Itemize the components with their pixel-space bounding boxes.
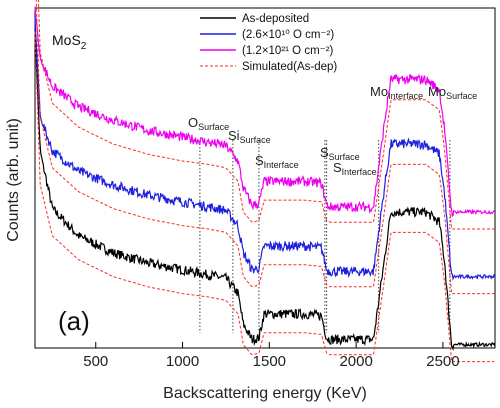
x-tick-label: 2500 (426, 353, 459, 370)
annotation-label: SInterface (333, 160, 377, 177)
annotation-label: SInterface (255, 153, 299, 170)
series-line-2 (34, 6, 496, 217)
series-layer (34, 0, 496, 363)
x-tick-label: 1000 (166, 353, 199, 370)
annotations-layer: OSurfaceSiSurfaceSInterfaceSSurfaceSInte… (188, 84, 477, 177)
x-axis-title: Backscattering energy (KeV) (163, 385, 367, 402)
series-line-simulated-0 (34, 31, 495, 363)
legend-label: (2.6×10¹⁰ O cm⁻²) (242, 29, 334, 41)
annotation-label: SiSurface (228, 128, 271, 145)
annotation-label: SSurface (320, 145, 360, 162)
material-label: MoS2 (52, 32, 87, 52)
legend: As-deposited (2.6×10¹⁰ O cm⁻²) (1.2×10²¹ O… (200, 13, 337, 73)
panel-label: (a) (58, 306, 90, 336)
annotation-label: OSurface (188, 115, 229, 132)
annotation-lines (199, 140, 451, 333)
x-tick-label: 2000 (339, 353, 372, 370)
x-tick-label: 1500 (253, 353, 286, 370)
series-line-1 (34, 16, 496, 281)
y-axis-title: Counts (arb. unit) (5, 118, 22, 242)
legend-label: As-deposited (242, 13, 309, 25)
x-axis-ticks: 500 1000 1500 2000 2500 (83, 342, 460, 370)
annotation-label: MoSurface (428, 84, 477, 101)
annotation-label: MoInterface (370, 84, 423, 101)
series-line-simulated-2 (37, 0, 495, 230)
legend-label: (1.2×10²¹ O cm⁻²) (242, 45, 334, 57)
series-line-0 (34, 33, 496, 352)
legend-label: Simulated(As-dep) (242, 61, 337, 73)
series-line-simulated-1 (35, 0, 495, 295)
x-tick-label: 500 (83, 353, 108, 370)
